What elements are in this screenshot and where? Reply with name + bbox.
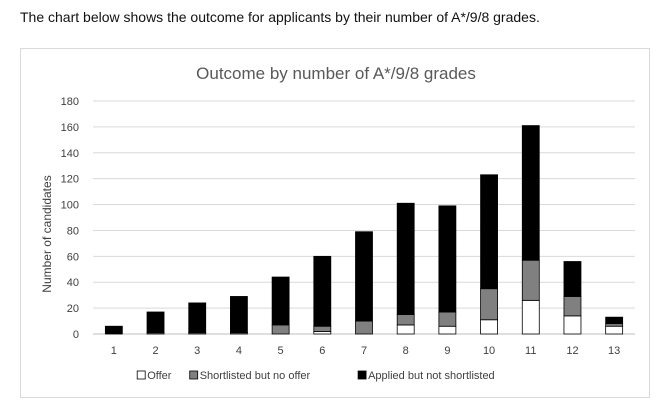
chart-frame: Outcome by number of A*/9/8 grades Numbe…	[20, 48, 650, 398]
y-tick-label-160: 160	[61, 122, 79, 134]
bar-10-shortlisted-but-no-offer	[480, 288, 498, 321]
legend: Offer Shortlisted but no offer Applied but…	[136, 370, 495, 382]
x-tick-label-5: 5	[278, 345, 284, 357]
legend-label-applied-but-not-shortlisted: Applied but not shortlisted	[368, 370, 495, 382]
y-tick-label-60: 60	[67, 251, 79, 263]
x-axis-ticks: 1 2 3 4 5 6 7 8 9 10 11 12 13	[111, 345, 620, 357]
x-tick-label-7: 7	[361, 345, 367, 357]
chart-title: Outcome by number of A*/9/8 grades	[196, 64, 476, 83]
bar-7-applied-but-not-shortlisted	[355, 231, 373, 322]
bar-3-applied-but-not-shortlisted	[188, 302, 207, 334]
y-tick-label-80: 80	[67, 225, 79, 237]
y-axis-ticks: 0 20 40 60 80 100 120 140 160 180	[61, 96, 79, 341]
y-tick-label-120: 120	[61, 174, 79, 186]
x-tick-label-4: 4	[236, 345, 242, 357]
x-tick-label-11: 11	[525, 345, 536, 357]
bar-10-offer	[480, 319, 498, 335]
bar-1-applied-but-not-shortlisted	[104, 325, 123, 335]
bar-8-offer	[396, 324, 415, 335]
bar-6-shortlisted-but-no-offer	[313, 325, 332, 332]
y-tick-label-140: 140	[61, 148, 79, 160]
bar-11-applied-but-not-shortlisted	[521, 125, 540, 261]
legend-swatch-offer	[136, 370, 146, 380]
bar-11-shortlisted-but-no-offer	[521, 259, 540, 301]
x-tick-label-8: 8	[403, 345, 409, 357]
bar-8-applied-but-not-shortlisted	[396, 202, 415, 315]
y-tick-label-0: 0	[73, 329, 79, 341]
x-tick-label-12: 12	[566, 345, 578, 357]
bar-5-applied-but-not-shortlisted	[271, 276, 290, 326]
grid-lines	[93, 100, 635, 335]
x-tick-label-13: 13	[608, 345, 620, 357]
bar-9-shortlisted-but-no-offer	[438, 311, 457, 327]
bar-10-applied-but-not-shortlisted	[480, 174, 498, 290]
stacked-bar-chart: Outcome by number of A*/9/8 grades Numbe…	[40, 64, 635, 382]
bar-4-applied-but-not-shortlisted	[230, 296, 248, 334]
bar-2-applied-but-not-shortlisted	[146, 311, 165, 334]
bar-12-applied-but-not-shortlisted	[563, 261, 582, 297]
bar-7-shortlisted-but-no-offer	[355, 320, 373, 335]
legend-swatch-applied-but-not-shortlisted	[357, 370, 367, 380]
y-tick-label-180: 180	[61, 96, 79, 108]
y-tick-label-40: 40	[67, 277, 79, 289]
intro-text: The chart below shows the outcome for ap…	[20, 9, 540, 25]
x-tick-label-6: 6	[319, 345, 325, 357]
x-tick-label-3: 3	[194, 345, 200, 357]
x-tick-label-1: 1	[111, 345, 117, 357]
bar-13-applied-but-not-shortlisted	[605, 316, 624, 325]
y-tick-label-100: 100	[61, 200, 79, 212]
x-tick-label-10: 10	[483, 345, 495, 357]
legend-swatch-shortlisted-but-no-offer	[189, 370, 199, 380]
bar-5-shortlisted-but-no-offer	[271, 324, 290, 335]
bar-9-applied-but-not-shortlisted	[438, 205, 457, 313]
bar-13-offer	[605, 325, 624, 335]
y-axis-label: Number of candidates	[40, 175, 54, 292]
bar-8-shortlisted-but-no-offer	[396, 314, 415, 326]
bar-6-applied-but-not-shortlisted	[313, 255, 332, 327]
x-tick-label-2: 2	[152, 345, 158, 357]
bar-11-offer	[521, 299, 540, 335]
bar-12-shortlisted-but-no-offer	[563, 296, 582, 317]
y-tick-label-20: 20	[67, 303, 79, 315]
bar-9-offer	[438, 325, 457, 335]
bars	[104, 125, 624, 335]
legend-label-shortlisted-but-no-offer: Shortlisted but no offer	[200, 370, 311, 382]
bar-12-offer	[563, 315, 582, 335]
legend-label-offer: Offer	[147, 370, 172, 382]
x-tick-label-9: 9	[444, 345, 450, 357]
